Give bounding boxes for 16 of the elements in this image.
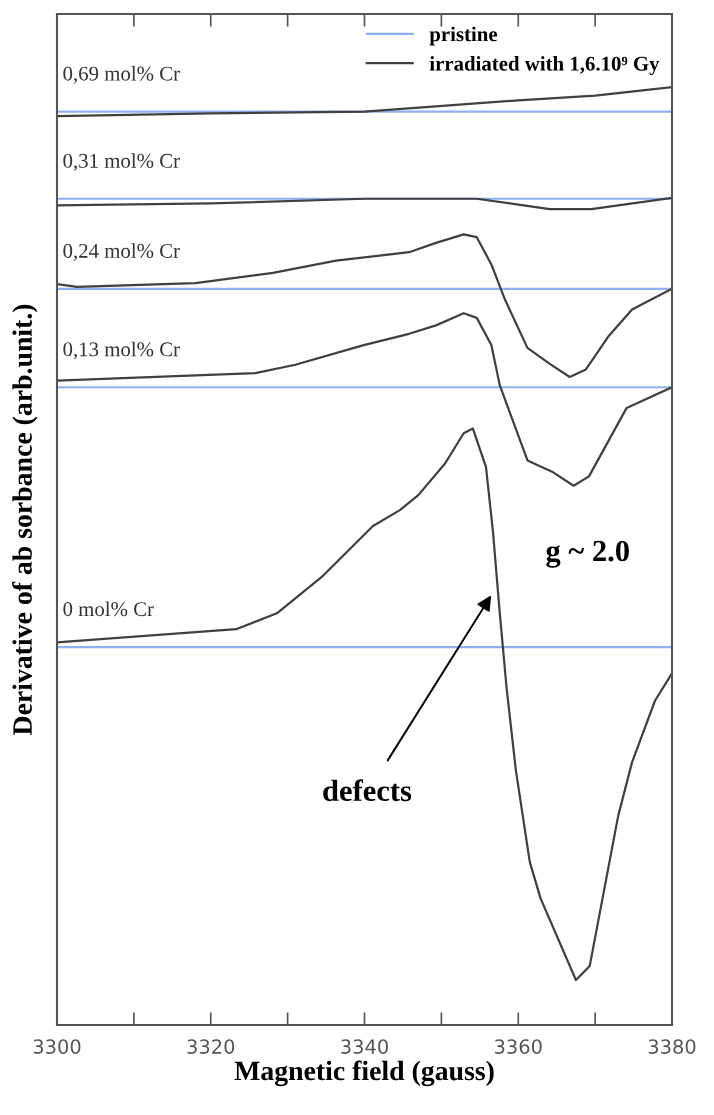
x-tick-label: 3360 [494,1039,542,1054]
legend-label: pristine [429,26,498,46]
x-tick-label: 3320 [187,1039,235,1054]
annotation: 0,13 mol% Cr [63,341,180,360]
x-axis-title: Magnetic field (gauss) [234,1060,494,1087]
annotation: 0 mol% Cr [63,601,154,617]
x-tick-label: 3340 [341,1039,388,1054]
x-tick-label: 3300 [33,1039,81,1054]
y-axis-title: Derivative of ab sorbance (arb.unit.) [12,304,38,736]
annotation: 0,24 mol% Cr [63,243,180,261]
annotation: g ~ 2.0 [546,540,629,568]
annotation: defects [323,779,412,802]
legend-label: irradiated with 1,6.10⁹ Gy [429,56,660,76]
x-tick-label: 3380 [648,1039,696,1054]
annotation: 0,31 mol% Cr [63,153,180,171]
text: 0,69 mol% Cr [63,65,180,84]
